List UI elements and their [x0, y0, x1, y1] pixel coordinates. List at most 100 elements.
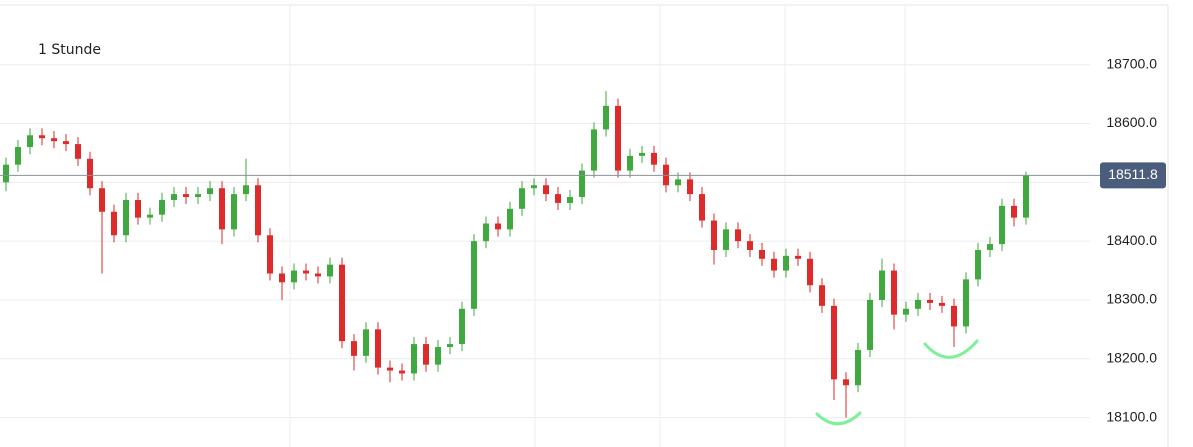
candle-body: [471, 241, 477, 309]
y-tick-label: 18400.0: [1106, 232, 1157, 248]
candle-body: [699, 194, 705, 221]
y-tick-label: 18200.0: [1106, 349, 1157, 365]
candle-body: [903, 308, 909, 315]
candle-body: [435, 347, 441, 365]
candle-body: [891, 270, 897, 315]
candle-body: [507, 208, 513, 230]
candle-body: [351, 341, 357, 356]
candle-body: [519, 188, 525, 209]
y-tick-label: 18100.0: [1106, 408, 1157, 424]
candle-body: [315, 273, 321, 277]
y-tick-label: 18600.0: [1106, 114, 1157, 130]
candle-body: [291, 270, 297, 283]
candle-body: [747, 241, 753, 250]
candle-body: [951, 305, 957, 327]
candle-body: [267, 235, 273, 274]
grid: [0, 64, 1090, 419]
vertical-grid: [289, 5, 906, 447]
candle-body: [375, 329, 381, 368]
candle-body: [567, 197, 573, 203]
candle-body: [123, 199, 129, 236]
candle-body: [183, 194, 189, 198]
candle-body: [495, 223, 501, 230]
candle-body: [915, 299, 921, 309]
candle-body: [27, 135, 33, 148]
candle-body: [279, 273, 285, 283]
candle-body: [591, 129, 597, 171]
candle-body: [771, 258, 777, 271]
candle-body: [807, 258, 813, 286]
candle-body: [939, 302, 945, 306]
candle-body: [111, 211, 117, 236]
candle-body: [39, 135, 45, 139]
candle-body: [711, 220, 717, 250]
candle-body: [579, 170, 585, 198]
candle-body: [555, 194, 561, 203]
candles: [3, 91, 1029, 418]
annotation-arc: [923, 339, 979, 359]
candle-body: [207, 188, 213, 195]
candle-body: [339, 264, 345, 342]
candle-body: [87, 158, 93, 189]
candle-body: [999, 205, 1005, 245]
candle-body: [867, 299, 873, 350]
candle-body: [735, 229, 741, 242]
candle-body: [483, 223, 489, 242]
candle-body: [783, 255, 789, 271]
candle-body: [255, 185, 261, 236]
candle-body: [687, 179, 693, 195]
candle-body: [147, 214, 153, 218]
candle-body: [831, 305, 837, 380]
candle-body: [795, 255, 801, 259]
candle-body: [1011, 205, 1017, 218]
candle-body: [975, 249, 981, 280]
candle-body: [987, 244, 993, 250]
annotation-arc: [815, 411, 862, 426]
last-price-box: [1100, 162, 1166, 189]
candle-body: [219, 188, 225, 230]
y-tick-label: 18300.0: [1106, 291, 1157, 307]
candle-body: [135, 199, 141, 218]
candle-body: [243, 185, 249, 195]
candle-body: [51, 138, 57, 142]
candle-body: [531, 185, 537, 189]
candle-body: [639, 152, 645, 156]
candle-body: [459, 308, 465, 345]
candle-body: [363, 329, 369, 356]
candle-body: [387, 367, 393, 371]
candle-body: [543, 185, 549, 195]
candle-body: [843, 379, 849, 386]
candle-body: [75, 144, 81, 159]
candle-body: [63, 141, 69, 145]
candle-body: [651, 152, 657, 165]
candle-body: [759, 249, 765, 259]
candle-body: [723, 229, 729, 250]
candle-body: [879, 270, 885, 300]
candle-body: [399, 370, 405, 374]
candle-body: [411, 344, 417, 374]
candle-body: [423, 344, 429, 365]
candle-body: [627, 155, 633, 171]
candle-body: [963, 279, 969, 327]
last-price-label: 18511.8: [1108, 166, 1158, 182]
timeframe-label: 1 Stunde: [38, 42, 101, 58]
candle-body: [447, 344, 453, 348]
candle-body: [675, 179, 681, 186]
candle-body: [927, 299, 933, 303]
candle-body: [3, 164, 9, 183]
candle-body: [99, 188, 105, 212]
candle-body: [327, 264, 333, 277]
candle-body: [195, 194, 201, 198]
candle-body: [171, 194, 177, 200]
timeframe-box: [28, 36, 114, 64]
candle-body: [231, 194, 237, 230]
candle-body: [819, 285, 825, 306]
y-tick-label: 18700.0: [1106, 55, 1157, 71]
candle-body: [603, 105, 609, 130]
candle-body: [1023, 175, 1029, 218]
candle-body: [615, 105, 621, 171]
candle-body: [855, 349, 861, 386]
candle-body: [15, 147, 21, 165]
